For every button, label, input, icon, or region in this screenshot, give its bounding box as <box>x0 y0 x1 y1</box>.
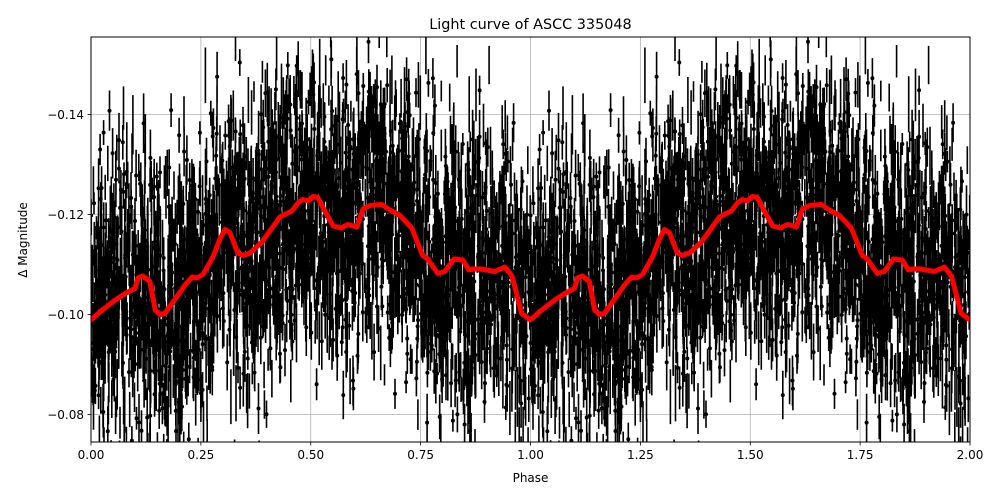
y-tick-label: −0.08 <box>47 408 84 422</box>
y-tick-label: −0.10 <box>47 308 84 322</box>
binned-mean-curve <box>91 194 970 323</box>
y-axis-ticks: −0.14 −0.12 −0.10 −0.08 <box>47 108 91 422</box>
x-tick-label: 1.75 <box>847 448 874 462</box>
x-axis-label: Phase <box>513 471 549 485</box>
x-tick-label: 1.00 <box>517 448 544 462</box>
x-tick-label: 2.00 <box>957 448 984 462</box>
y-tick-label: −0.12 <box>47 208 84 222</box>
y-axis-label: Δ Magnitude <box>16 202 30 278</box>
x-tick-label: 0.25 <box>188 448 215 462</box>
chart-title: Light curve of ASCC 335048 <box>429 17 631 33</box>
x-tick-label: 0.50 <box>297 448 324 462</box>
y-tick-label: −0.14 <box>47 108 84 122</box>
x-axis-ticks: 0.00 0.25 0.50 0.75 1.00 1.25 1.50 1.75 2.00 <box>78 442 984 462</box>
x-tick-label: 1.25 <box>627 448 654 462</box>
x-tick-label: 1.50 <box>737 448 764 462</box>
x-tick-label: 0.75 <box>407 448 434 462</box>
x-tick-label: 0.00 <box>78 448 105 462</box>
